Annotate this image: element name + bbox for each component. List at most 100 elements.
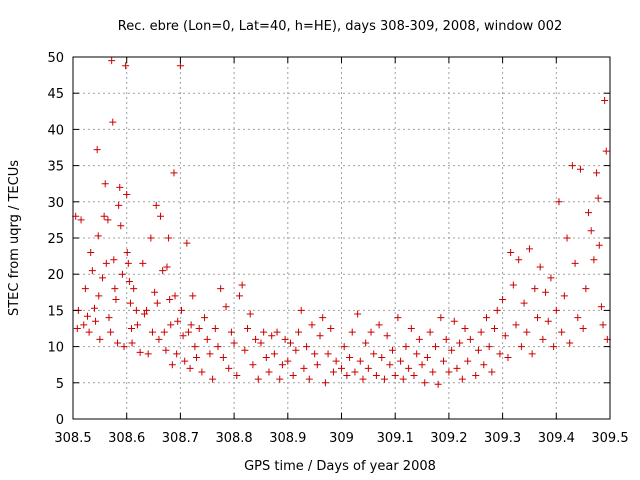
data-point [372, 372, 380, 380]
y-tick-label: 5 [56, 377, 64, 392]
data-point [587, 227, 595, 235]
data-point [488, 368, 496, 376]
data-point [173, 350, 181, 358]
data-point [99, 274, 107, 282]
x-axis-label: GPS time / Days of year 2008 [244, 459, 436, 474]
data-point [176, 62, 184, 70]
data-point [601, 96, 609, 104]
data-point [163, 263, 171, 271]
data-point [278, 361, 286, 369]
data-point [461, 325, 469, 332]
data-point [254, 375, 262, 383]
data-point [94, 232, 102, 240]
data-point [83, 312, 91, 320]
data-point [132, 306, 140, 314]
data-point [281, 335, 289, 343]
y-tick-label: 20 [47, 268, 64, 283]
data-point [124, 259, 132, 267]
data-point [260, 328, 268, 336]
data-point [582, 285, 590, 293]
data-point [252, 335, 260, 343]
data-point [95, 292, 103, 300]
x-tick-label: 308.5 [54, 431, 91, 446]
data-point [509, 281, 517, 289]
data-point [311, 350, 319, 358]
data-point [148, 328, 156, 336]
x-tick-label: 308.8 [215, 431, 252, 446]
chart-title: Rec. ebre (Lon=0, Lat=40, h=HE), days 30… [118, 19, 562, 34]
data-point [571, 259, 579, 267]
data-point [235, 292, 243, 300]
data-point [456, 339, 464, 347]
data-point [493, 306, 501, 314]
data-point [450, 317, 458, 325]
y-tick-label: 40 [47, 123, 64, 138]
data-point [90, 304, 98, 312]
data-point [184, 328, 192, 336]
data-point [453, 364, 461, 372]
x-tick-label: 309.3 [484, 431, 521, 446]
data-point [276, 375, 284, 383]
data-point [544, 317, 552, 325]
data-point [348, 328, 356, 336]
data-point [496, 350, 504, 358]
data-point [225, 364, 233, 372]
data-point [222, 303, 230, 311]
data-point [563, 234, 571, 242]
data-point [383, 332, 391, 340]
y-tick-label: 30 [47, 196, 64, 211]
data-point [147, 234, 155, 242]
data-point [507, 248, 515, 256]
grid-lines [73, 57, 610, 419]
data-point [399, 375, 407, 383]
data-point [115, 201, 123, 209]
data-point [118, 270, 126, 278]
data-point [477, 328, 485, 336]
data-point [523, 328, 531, 336]
data-point [284, 357, 292, 365]
data-point [378, 353, 386, 361]
data-point [474, 346, 482, 354]
data-point [602, 147, 610, 155]
data-point [558, 328, 566, 336]
data-point [594, 194, 602, 202]
data-point [313, 361, 321, 369]
x-tick-label: 308.7 [162, 431, 199, 446]
data-point [133, 321, 141, 329]
data-point [268, 332, 276, 340]
data-point [405, 364, 413, 372]
data-point [402, 343, 410, 351]
data-point [179, 332, 187, 340]
data-point [117, 222, 125, 230]
data-point [517, 343, 525, 351]
data-point [112, 296, 120, 304]
data-point [380, 375, 388, 383]
data-point [512, 321, 520, 329]
data-point [144, 350, 152, 358]
x-tick-label: 308.6 [108, 431, 145, 446]
data-point [214, 343, 222, 351]
data-point [206, 350, 214, 358]
data-point [418, 361, 426, 369]
data-point [590, 256, 598, 264]
data-point [389, 346, 397, 354]
data-point [189, 292, 197, 300]
data-point [429, 368, 437, 376]
data-point [104, 216, 112, 224]
data-point [316, 332, 324, 340]
y-tick-label: 15 [47, 304, 64, 319]
data-point [367, 328, 375, 336]
y-tick-label: 35 [47, 160, 64, 175]
data-point [520, 299, 528, 307]
data-point [300, 364, 308, 372]
data-point [193, 353, 201, 361]
data-point [364, 364, 372, 372]
data-point [257, 339, 265, 347]
data-point [155, 335, 163, 343]
data-point [126, 299, 134, 307]
data-point [539, 335, 547, 343]
data-point [338, 364, 345, 372]
data-point [73, 325, 81, 332]
data-point [211, 325, 219, 332]
